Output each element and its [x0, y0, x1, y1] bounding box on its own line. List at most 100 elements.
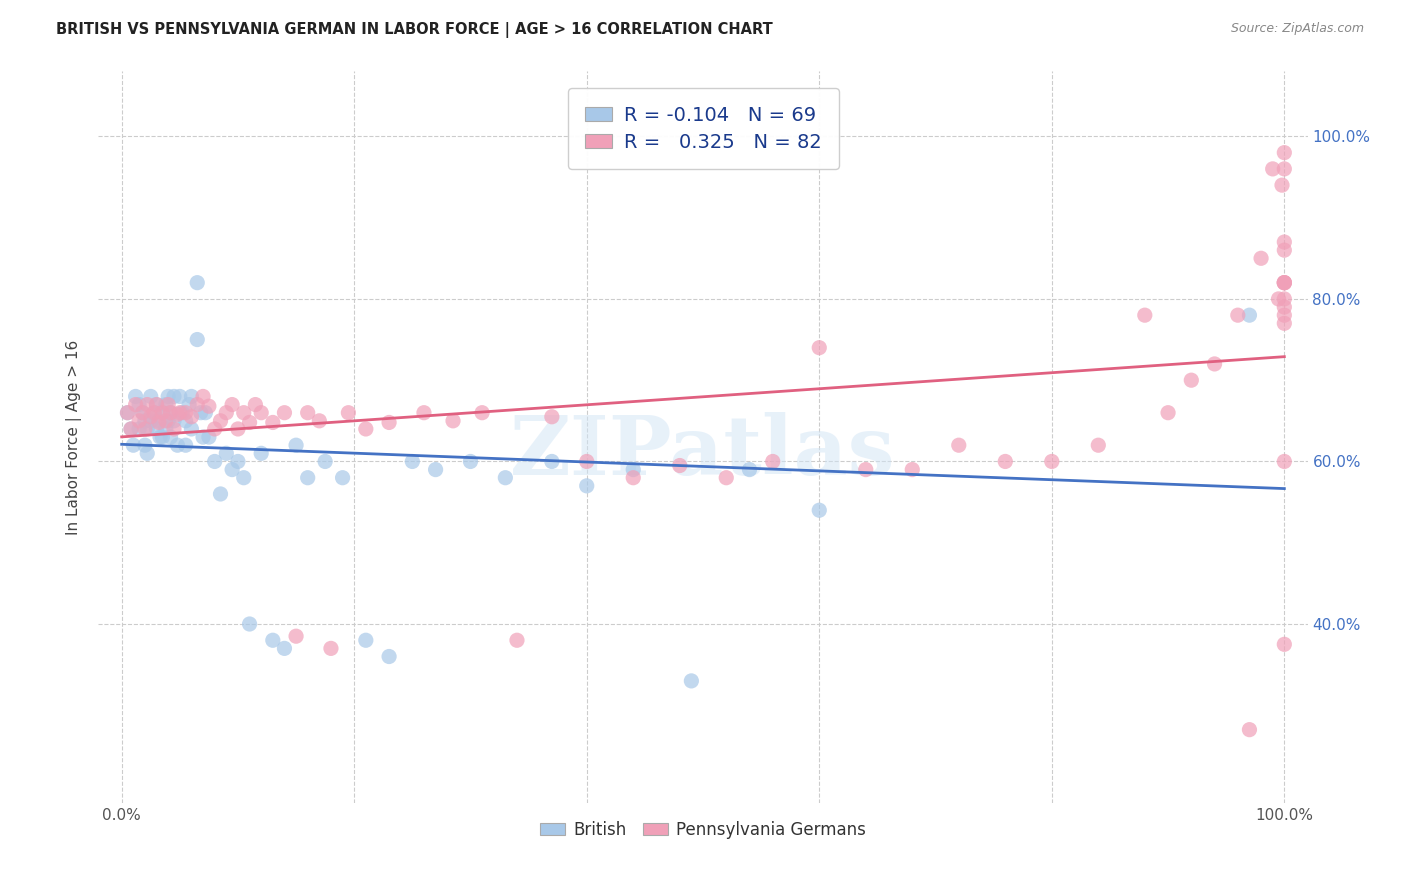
Point [174, 414, 197, 428]
Point [209, 487, 232, 501]
Point [155, 414, 177, 428]
Point [145, 398, 167, 412]
Point [143, 406, 166, 420]
Point [1133, 308, 1156, 322]
Point [124, 389, 146, 403]
Point [401, 454, 423, 468]
Point [134, 422, 156, 436]
Point [169, 406, 191, 420]
Point [994, 454, 1017, 468]
Point [157, 398, 180, 412]
Point [150, 430, 173, 444]
Point [169, 389, 191, 403]
Point [1272, 292, 1295, 306]
Point [413, 406, 436, 420]
Legend: British, Pennsylvania Germans: British, Pennsylvania Germans [533, 814, 873, 846]
Point [354, 633, 377, 648]
Point [174, 406, 197, 420]
Point [166, 438, 188, 452]
Point [1272, 235, 1295, 249]
Point [1272, 243, 1295, 257]
Point [180, 409, 202, 424]
Point [285, 629, 308, 643]
Point [215, 446, 238, 460]
Point [239, 416, 262, 430]
Point [1261, 161, 1284, 176]
Point [1272, 300, 1295, 314]
Point [621, 471, 644, 485]
Point [460, 454, 482, 468]
Point [681, 673, 703, 688]
Point [186, 398, 208, 412]
Point [124, 398, 146, 412]
Point [308, 414, 330, 428]
Point [471, 406, 494, 420]
Point [273, 406, 295, 420]
Point [668, 458, 690, 473]
Point [131, 406, 153, 420]
Point [1267, 292, 1289, 306]
Point [134, 414, 156, 428]
Point [163, 422, 186, 436]
Point [250, 406, 273, 420]
Point [148, 416, 170, 430]
Point [226, 454, 249, 468]
Y-axis label: In Labor Force | Age > 16: In Labor Force | Age > 16 [66, 340, 83, 534]
Point [194, 406, 217, 420]
Point [134, 438, 156, 452]
Point [262, 633, 284, 648]
Point [136, 398, 159, 412]
Point [1204, 357, 1226, 371]
Point [808, 503, 831, 517]
Point [575, 454, 598, 468]
Point [186, 276, 208, 290]
Point [145, 422, 167, 436]
Point [221, 398, 243, 412]
Point [198, 399, 221, 413]
Text: BRITISH VS PENNSYLVANIA GERMAN IN LABOR FORCE | AGE > 16 CORRELATION CHART: BRITISH VS PENNSYLVANIA GERMAN IN LABOR … [56, 22, 773, 38]
Point [120, 422, 142, 436]
Point [226, 422, 249, 436]
Point [808, 341, 831, 355]
Point [120, 422, 142, 436]
Point [1272, 145, 1295, 160]
Point [1239, 723, 1261, 737]
Point [150, 406, 173, 420]
Point [148, 414, 170, 428]
Point [159, 406, 181, 420]
Point [1087, 438, 1109, 452]
Point [136, 422, 159, 436]
Point [139, 414, 162, 428]
Point [575, 479, 598, 493]
Point [155, 398, 177, 412]
Point [204, 422, 226, 436]
Point [1180, 373, 1202, 387]
Point [136, 446, 159, 460]
Point [186, 333, 208, 347]
Point [621, 462, 644, 476]
Point [143, 406, 166, 420]
Point [157, 414, 180, 428]
Point [354, 422, 377, 436]
Point [506, 633, 529, 648]
Point [180, 389, 202, 403]
Point [128, 414, 150, 428]
Point [166, 407, 188, 421]
Point [128, 398, 150, 412]
Point [163, 414, 186, 428]
Point [149, 430, 172, 444]
Point [131, 406, 153, 420]
Point [150, 406, 173, 420]
Point [190, 406, 212, 420]
Point [1271, 178, 1294, 193]
Point [209, 414, 232, 428]
Point [1272, 276, 1295, 290]
Point [1157, 406, 1180, 420]
Point [159, 430, 181, 444]
Point [239, 617, 262, 632]
Point [191, 430, 214, 444]
Point [441, 414, 464, 428]
Point [540, 454, 562, 468]
Point [273, 641, 295, 656]
Point [204, 454, 226, 468]
